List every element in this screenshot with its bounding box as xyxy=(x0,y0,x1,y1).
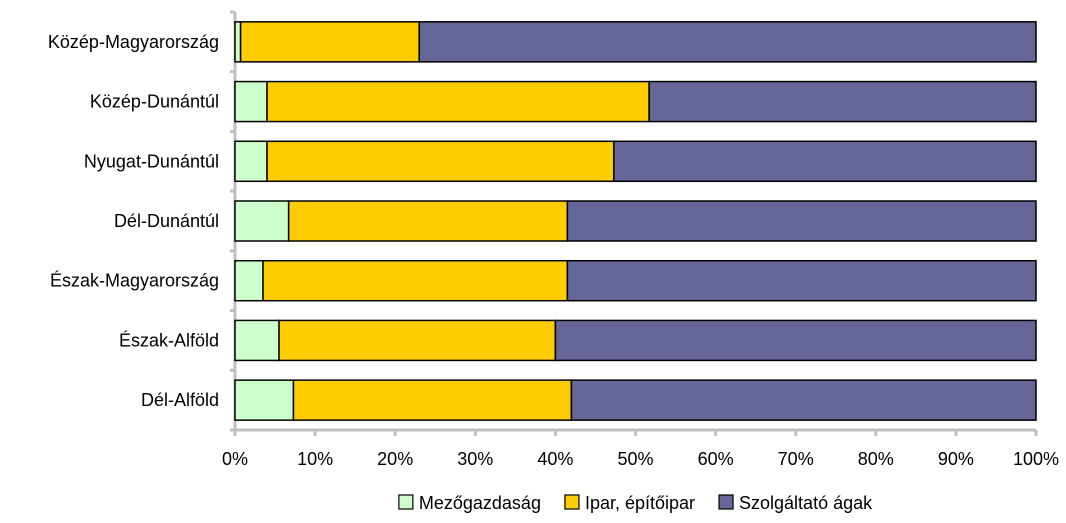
category-label: Dél-Dunántúl xyxy=(114,211,219,231)
category-label: Észak-Magyarország xyxy=(50,271,219,291)
bar-segment xyxy=(262,259,569,302)
category-labels: Közép-Magyarország Közép-Dunántúl Nyugat-D… xyxy=(48,32,219,410)
x-tick-label: 100% xyxy=(1013,449,1059,469)
x-tick-label: 30% xyxy=(457,449,493,469)
bar-segment xyxy=(566,200,1037,242)
bar-segment xyxy=(234,319,280,362)
category-label: Nyugat-Dunántúl xyxy=(84,151,219,171)
legend-swatch xyxy=(564,494,580,510)
bar-segment xyxy=(234,140,268,183)
x-tick-label: 50% xyxy=(617,449,653,469)
x-tick-label: 60% xyxy=(698,449,734,469)
bar-segment xyxy=(648,80,1037,123)
x-tick-label: 20% xyxy=(377,449,413,469)
bar-segment xyxy=(239,21,420,63)
category-label: Dél-Alföld xyxy=(141,390,219,410)
x-tick-labels: 0% 10% 20% 30% 40% 50% 60% 70% 80% 90% 100% xyxy=(222,449,1059,469)
bar-segment xyxy=(418,21,1037,63)
x-tick-label: 80% xyxy=(858,449,894,469)
legend-label: Szolgáltató ágak xyxy=(739,493,873,513)
bar-segment xyxy=(287,200,569,242)
bar-segment xyxy=(234,200,290,242)
chart-bars xyxy=(234,21,1037,421)
x-tick-label: 40% xyxy=(537,449,573,469)
legend-swatch xyxy=(398,494,414,510)
bar-segment xyxy=(234,259,264,302)
category-label: Közép-Magyarország xyxy=(48,32,219,52)
legend: Mezőgazdaság Ipar, építőipar Szolgáltató á… xyxy=(398,493,873,513)
category-label: Közép-Dunántúl xyxy=(90,92,219,112)
category-label: Észak-Alföld xyxy=(119,330,219,350)
bar-segment xyxy=(554,319,1037,362)
bar-segment xyxy=(234,379,295,421)
bar-segment xyxy=(570,379,1037,421)
bar-segment xyxy=(266,140,615,183)
bar-segment xyxy=(266,80,650,123)
x-tick-label: 70% xyxy=(778,449,814,469)
bar-segment xyxy=(278,319,557,362)
bar-segment xyxy=(613,140,1037,183)
bar-segment xyxy=(234,21,242,63)
legend-label: Ipar, építőipar xyxy=(585,493,695,513)
bar-segment xyxy=(292,379,573,421)
legend-label: Mezőgazdaság xyxy=(419,493,541,513)
bar-segment xyxy=(566,259,1037,302)
x-tick-label: 0% xyxy=(222,449,248,469)
legend-swatch xyxy=(718,494,734,510)
bar-segment xyxy=(234,80,268,123)
x-tick-label: 10% xyxy=(297,449,333,469)
x-tick-label: 90% xyxy=(938,449,974,469)
